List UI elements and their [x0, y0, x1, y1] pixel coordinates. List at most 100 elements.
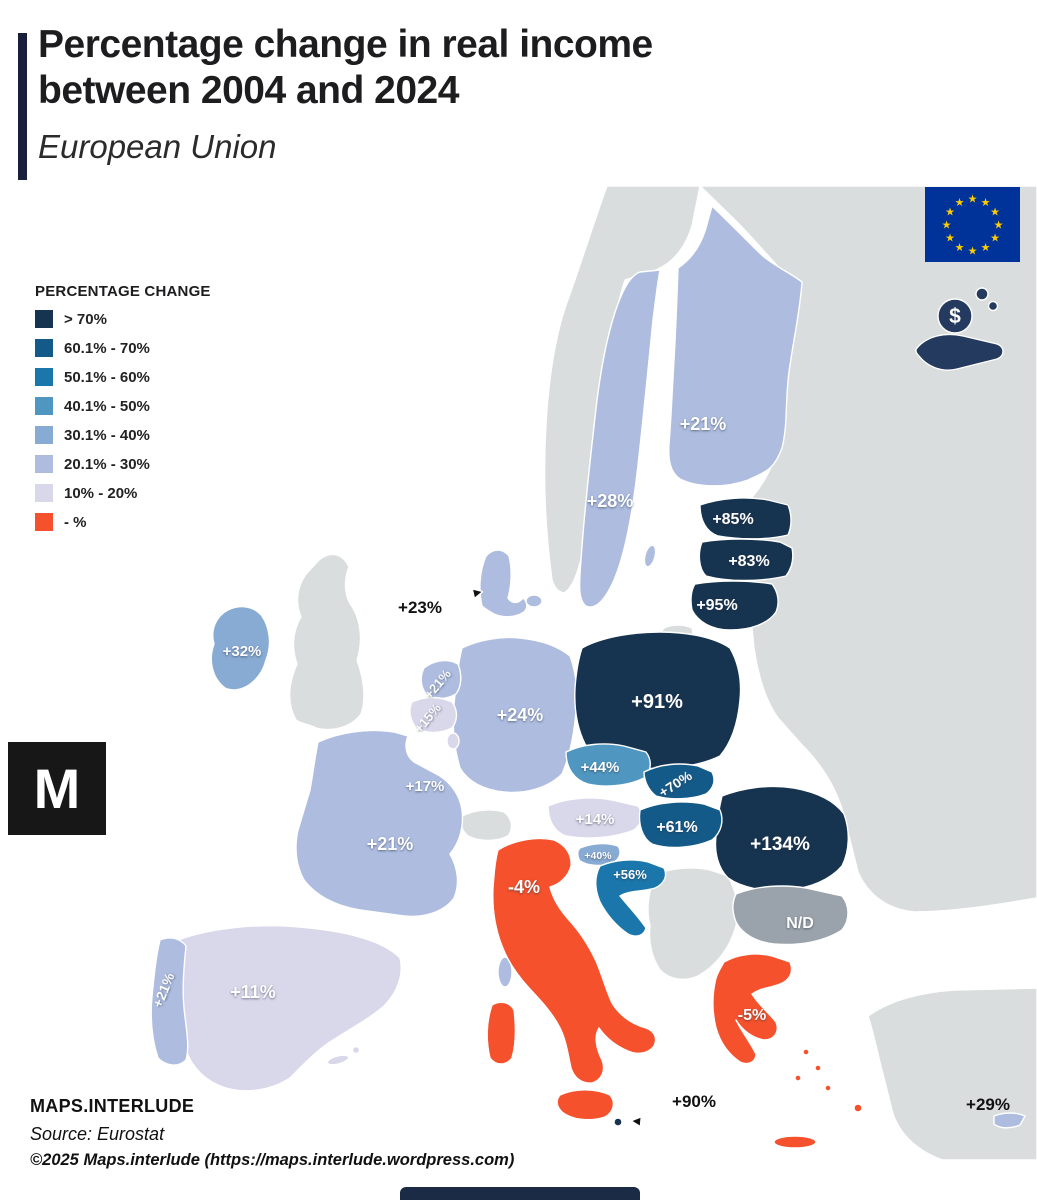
footer-brand: MAPS.INTERLUDE: [30, 1096, 195, 1116]
island-crete: [773, 1135, 817, 1149]
island-gotland: [643, 544, 657, 568]
label-slovenia: +40%: [584, 850, 612, 862]
country-cyprus: [993, 1112, 1026, 1129]
money-hand-icon: $: [915, 287, 1004, 371]
label-latvia: +83%: [728, 553, 769, 570]
label-ireland: +32%: [223, 643, 262, 660]
label-germany: +24%: [497, 705, 544, 725]
country-spain: [173, 924, 402, 1092]
legend-swatch: [35, 513, 53, 531]
label-cyprus: +29%: [966, 1095, 1010, 1114]
island-corsica: [497, 956, 513, 988]
legend-item: 50.1% - 60%: [35, 368, 211, 386]
label-greece: -5%: [738, 1007, 766, 1024]
region-norway: [543, 185, 701, 594]
legend-item: 10% - 20%: [35, 484, 211, 502]
label-czechia: +44%: [581, 759, 620, 776]
region-uk: [289, 553, 365, 731]
legend-swatch: [35, 484, 53, 502]
country-luxembourg: [446, 732, 460, 750]
country-sweden: [578, 269, 661, 608]
region-switzerland: [459, 809, 513, 842]
country-portugal: [150, 937, 189, 1066]
legend-swatch: [35, 339, 53, 357]
legend-swatch: [35, 397, 53, 415]
island-aegean: [824, 1084, 832, 1092]
svg-text:★: ★: [942, 220, 952, 232]
label-estonia: +85%: [712, 511, 753, 528]
legend-swatch: [35, 426, 53, 444]
country-finland: [668, 205, 803, 487]
eu-flag: ★ ★★★★★★★★★★★: [925, 187, 1020, 262]
footer-source: Source: Eurostat: [30, 1124, 165, 1144]
label-croatia: +56%: [613, 867, 647, 882]
svg-text:★: ★: [990, 207, 1000, 219]
legend-swatch: [35, 455, 53, 473]
country-denmark: [479, 549, 528, 618]
legend-label: 20.1% - 30%: [64, 455, 150, 473]
svg-text:★: ★: [981, 197, 991, 209]
country-bulgaria: [732, 885, 849, 946]
country-austria: [547, 797, 643, 839]
svg-text:★: ★: [968, 246, 978, 258]
country-belgium: [409, 696, 458, 734]
country-ireland: [210, 605, 271, 691]
label-romania: +134%: [750, 834, 810, 855]
bottom-bar: [400, 1187, 640, 1200]
label-finland: +21%: [680, 414, 727, 434]
island-sicily: [556, 1089, 615, 1121]
country-estonia: [699, 497, 792, 540]
dollar-sign: $: [949, 305, 961, 328]
label-luxembourg: +17%: [406, 778, 445, 795]
island-menorca: [351, 1045, 361, 1055]
island-zealand: [525, 594, 543, 608]
label-hungary: +61%: [656, 819, 697, 836]
legend-label: - %: [64, 513, 87, 531]
maps-interlude-logo: M: [8, 742, 106, 835]
svg-text:★: ★: [955, 242, 965, 254]
island-sardinia: [486, 1001, 517, 1065]
svg-text:★: ★: [968, 194, 978, 206]
label-austria: +14%: [576, 811, 615, 828]
legend-item: 40.1% - 50%: [35, 397, 211, 415]
svg-text:★: ★: [945, 207, 955, 219]
svg-text:★: ★: [994, 220, 1004, 232]
legend-item: - %: [35, 513, 211, 531]
denmark-callout-arrow: [451, 592, 481, 610]
country-france: [295, 729, 464, 918]
svg-text:★: ★: [945, 233, 955, 245]
legend-swatch: [35, 368, 53, 386]
country-netherlands: [420, 659, 462, 700]
eu-flag-stars: ★ ★★★★★★★★★★★: [942, 194, 1004, 258]
island-mallorca: [326, 1054, 350, 1066]
label-france: +21%: [367, 834, 414, 854]
legend-label: 60.1% - 70%: [64, 339, 150, 357]
label-lithuania: +95%: [696, 597, 737, 614]
legend-heading: PERCENTAGE CHANGE: [35, 283, 211, 300]
country-croatia: [595, 859, 667, 937]
title-line1: Percentage change in real income: [38, 23, 653, 66]
label-spain: +11%: [230, 982, 276, 1002]
country-romania: [714, 785, 849, 892]
label-poland: +91%: [631, 691, 683, 713]
country-lithuania: [690, 580, 779, 631]
footer-copyright: ©2025 Maps.interlude (https://maps.inter…: [30, 1151, 515, 1169]
svg-text:★: ★: [990, 233, 1000, 245]
legend-item: 60.1% - 70%: [35, 339, 211, 357]
label-denmark: +23%: [398, 598, 442, 617]
logo-letter: M: [33, 757, 81, 820]
legend-label: 30.1% - 40%: [64, 426, 150, 444]
label-malta: +90%: [672, 1092, 716, 1111]
legend-item: > 70%: [35, 310, 211, 328]
svg-text:★: ★: [955, 197, 965, 209]
country-latvia: [698, 538, 794, 582]
legend-item: 30.1% - 40%: [35, 426, 211, 444]
label-bulgaria-nd: N/D: [786, 915, 814, 932]
country-hungary: [638, 801, 723, 849]
label-italy: -4%: [508, 877, 540, 897]
island-rhodes: [853, 1103, 863, 1113]
country-greece: [712, 953, 793, 1065]
page-title: Percentage change in real income between…: [38, 22, 653, 113]
country-poland: [574, 631, 742, 770]
